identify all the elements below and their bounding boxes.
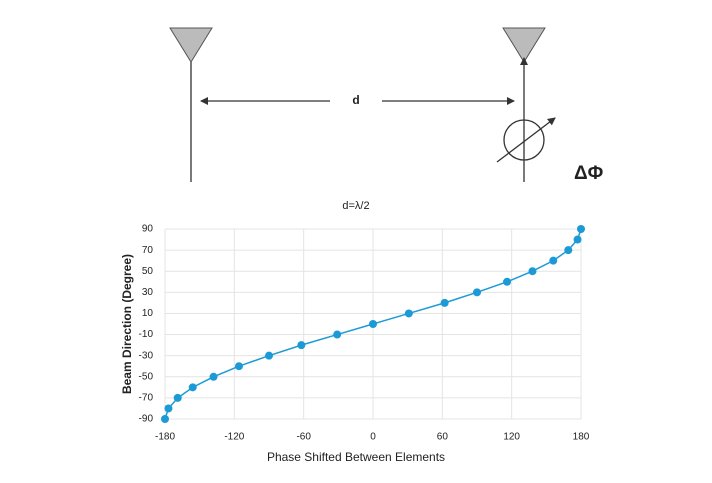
antenna-diagram: d ΔΦ — [169, 27, 604, 184]
data-point — [265, 351, 273, 360]
phase-shifter-arrow — [496, 117, 556, 163]
data-point — [164, 404, 173, 413]
data-point — [549, 256, 558, 265]
y-tick-label: 10 — [142, 308, 154, 319]
antenna-left — [169, 27, 213, 63]
data-point — [234, 362, 243, 371]
chart-title: d=λ/2 — [342, 200, 369, 212]
data-point — [161, 415, 169, 423]
data-point — [503, 277, 512, 286]
y-tick-label: -70 — [139, 393, 154, 404]
data-point — [440, 298, 449, 307]
data-point — [577, 225, 585, 233]
data-point — [333, 330, 342, 339]
y-tick-label: -10 — [139, 329, 154, 340]
phase-shifter — [503, 119, 545, 161]
x-tick-label: 180 — [573, 432, 590, 443]
data-point — [564, 246, 573, 255]
x-tick-label: 0 — [370, 432, 376, 443]
y-tick-label: 30 — [142, 287, 154, 298]
data-point — [188, 383, 197, 392]
phase-label: ΔΦ — [574, 163, 604, 184]
x-tick-label: 120 — [503, 432, 520, 443]
data-point — [209, 372, 218, 381]
data-point — [573, 235, 582, 244]
antenna-right — [502, 27, 546, 63]
y-tick-label: 50 — [142, 266, 154, 277]
data-point — [528, 267, 537, 276]
y-axis-label: Beam Direction (Degree) — [120, 254, 134, 394]
data-point — [404, 309, 413, 318]
y-tick-label: -50 — [139, 371, 154, 382]
x-tick-label: -120 — [224, 432, 244, 443]
data-point — [369, 320, 377, 328]
x-tick-label: -180 — [155, 432, 175, 443]
y-tick-label: -90 — [139, 414, 154, 425]
y-tick-label: -30 — [139, 350, 154, 361]
x-tick-label: -60 — [296, 432, 311, 443]
distance-label: d — [352, 93, 359, 107]
data-point — [473, 288, 481, 297]
x-tick-label: 60 — [437, 432, 449, 443]
y-tick-label: 70 — [142, 245, 154, 256]
data-point — [173, 393, 182, 402]
x-axis-label: Phase Shifted Between Elements — [267, 450, 445, 464]
y-tick-label: 90 — [142, 224, 154, 235]
data-point — [297, 341, 306, 350]
